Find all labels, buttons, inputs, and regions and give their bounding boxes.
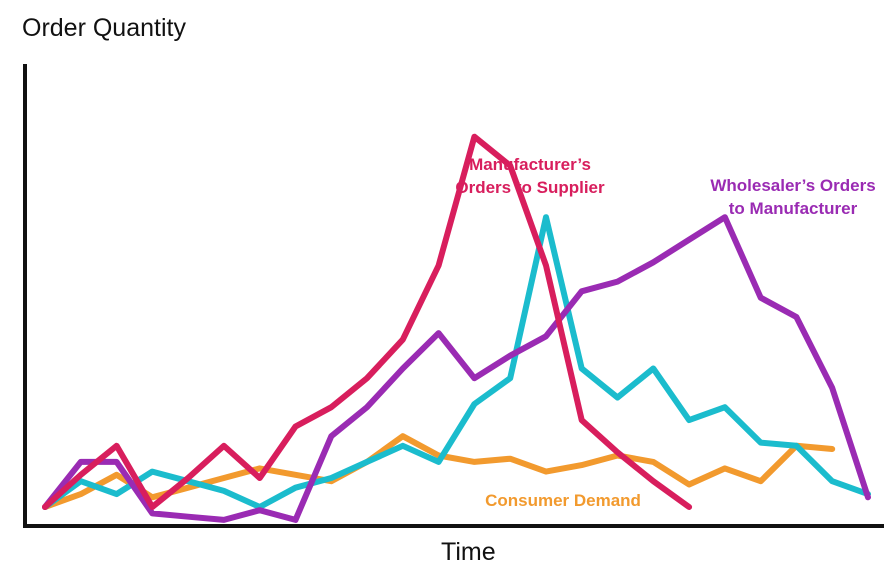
annotation-wholesaler-line-2: to Manufacturer (729, 199, 858, 218)
annotation-manufacturer-line-2: Orders to Supplier (455, 178, 605, 197)
y-axis-label: Order Quantity (22, 14, 186, 42)
annotation-wholesaler-line-1: Wholesaler’s Orders (710, 176, 875, 195)
annotation-consumer-line-1: Consumer Demand (485, 491, 641, 510)
series-line-manufacturer (42, 133, 693, 510)
series-lines-layer (42, 133, 871, 523)
annotations-layer: Consumer Demand Wholesaler’s Orders to Man… (455, 155, 875, 510)
x-axis-label: Time (441, 538, 496, 566)
series-line-wholesaler (42, 214, 871, 523)
annotation-manufacturer-line-1: Manufacturer’s (469, 155, 591, 174)
